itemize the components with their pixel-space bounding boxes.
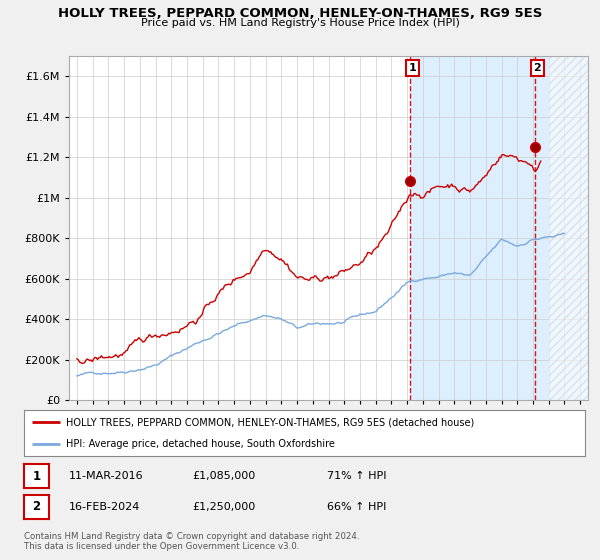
Text: Price paid vs. HM Land Registry's House Price Index (HPI): Price paid vs. HM Land Registry's House …	[140, 18, 460, 28]
Bar	[410, 56, 588, 400]
Text: HOLLY TREES, PEPPARD COMMON, HENLEY-ON-THAMES, RG9 5ES (detached house): HOLLY TREES, PEPPARD COMMON, HENLEY-ON-T…	[66, 417, 475, 427]
Text: £1,250,000: £1,250,000	[192, 502, 255, 512]
Text: 2: 2	[32, 500, 41, 514]
Text: 2: 2	[533, 63, 541, 73]
Text: 66% ↑ HPI: 66% ↑ HPI	[327, 502, 386, 512]
Text: 16-FEB-2024: 16-FEB-2024	[69, 502, 140, 512]
Text: £1,085,000: £1,085,000	[192, 471, 255, 481]
Text: HOLLY TREES, PEPPARD COMMON, HENLEY-ON-THAMES, RG9 5ES: HOLLY TREES, PEPPARD COMMON, HENLEY-ON-T…	[58, 7, 542, 20]
Text: 11-MAR-2016: 11-MAR-2016	[69, 471, 143, 481]
Text: 1: 1	[32, 469, 41, 483]
Text: Contains HM Land Registry data © Crown copyright and database right 2024.
This d: Contains HM Land Registry data © Crown c…	[24, 532, 359, 552]
Bar	[548, 56, 588, 400]
Text: 71% ↑ HPI: 71% ↑ HPI	[327, 471, 386, 481]
Text: HPI: Average price, detached house, South Oxfordshire: HPI: Average price, detached house, Sout…	[66, 439, 335, 449]
Text: 1: 1	[409, 63, 416, 73]
